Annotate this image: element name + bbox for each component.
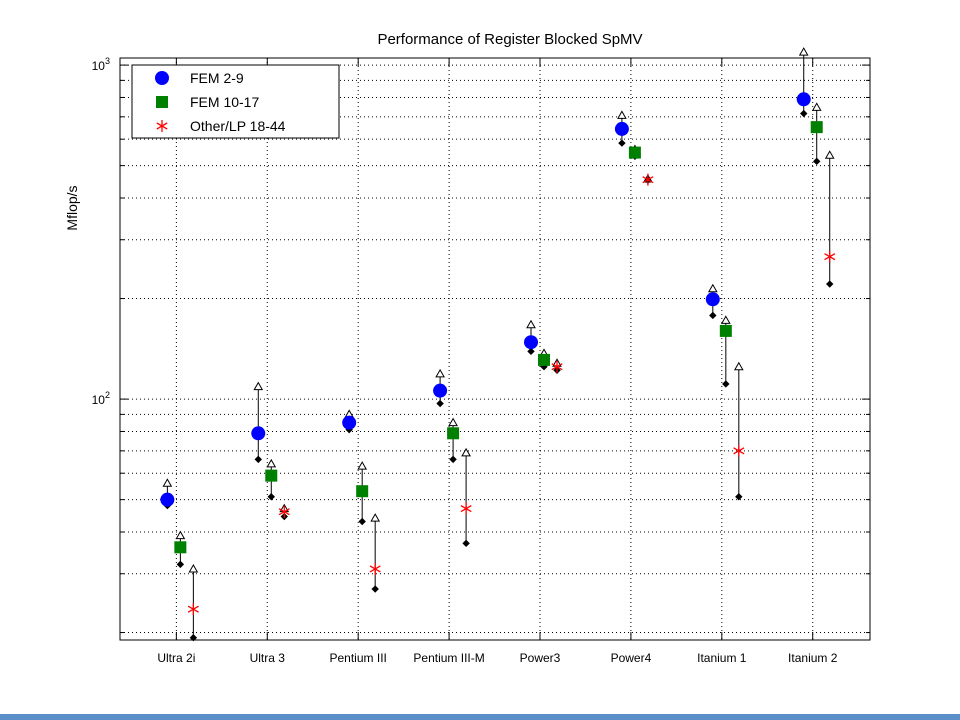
upper-bound-marker <box>448 417 458 427</box>
lower-bound-marker <box>826 280 834 288</box>
upper-bound-marker <box>720 315 731 324</box>
bottom-accent-bar <box>0 714 960 720</box>
upper-bound-marker <box>188 563 199 573</box>
upper-bound-marker <box>824 150 835 159</box>
asterisk-stroke <box>551 363 563 371</box>
x-tick-label: Ultra 2i <box>157 651 195 665</box>
asterisk-stroke <box>156 122 168 130</box>
y-tick-label-base: 10 <box>92 393 106 407</box>
x-tick-label: Itanium 2 <box>788 651 838 665</box>
x-axis-ticks: Ultra 2i Ultra 3 Pentium III Pentium III-M P… <box>157 58 838 665</box>
upper-bound-marker <box>798 47 809 56</box>
data-point-circle <box>614 121 629 136</box>
y-tick-label: 102 <box>92 390 110 407</box>
data-point-square <box>538 353 550 366</box>
data-point-square <box>719 324 732 337</box>
lower-bound-marker <box>267 493 275 501</box>
data-point-circle <box>524 335 538 350</box>
data-point-circle <box>796 92 811 107</box>
upper-bound-marker <box>707 283 718 293</box>
data-point-circle <box>251 426 266 441</box>
lower-bound-marker <box>449 455 457 464</box>
lower-bound-marker <box>358 517 366 526</box>
upper-bound-marker <box>733 361 744 371</box>
lower-bound-marker <box>813 157 821 166</box>
data-point-square <box>356 485 369 498</box>
data-point-asterisk <box>551 360 563 373</box>
chart-title: Performance of Register Blocked SpMV <box>377 31 642 48</box>
asterisk-stroke <box>824 253 836 261</box>
data-point-asterisk <box>824 250 836 263</box>
lower-bound-marker <box>176 560 185 569</box>
lower-bound-marker <box>254 455 262 464</box>
legend: FEM 2-9 FEM 10-17 Other/LP 18-44 <box>131 64 340 139</box>
asterisk-stroke <box>733 447 745 455</box>
lower-bound-marker <box>722 380 730 388</box>
legend-marker-asterisk <box>156 120 168 132</box>
x-tick-label: Pentium III <box>330 651 387 665</box>
legend-marker-circle <box>155 71 169 85</box>
x-tick-label: Pentium III-M <box>413 651 484 665</box>
lower-bound-marker <box>436 399 444 408</box>
upper-bound-marker <box>175 530 186 540</box>
lower-bound-marker <box>800 109 808 118</box>
upper-bound-marker <box>162 478 173 487</box>
data-point-asterisk <box>187 603 199 616</box>
asterisk-stroke <box>369 565 381 573</box>
asterisk-stroke <box>642 176 654 184</box>
plot-frame <box>119 57 871 641</box>
upper-bound-marker <box>253 381 264 391</box>
y-tick-label-base: 10 <box>92 59 106 73</box>
legend-marker-square <box>156 96 168 108</box>
asterisk-stroke <box>278 508 290 516</box>
lower-bound-marker <box>735 493 743 501</box>
lower-bound-marker <box>709 311 717 320</box>
data-point-circle <box>160 492 175 507</box>
upper-bound-marker <box>461 447 471 457</box>
data-point-asterisk <box>642 173 654 186</box>
x-tick-label: Itanium 1 <box>697 651 747 665</box>
data-point-circle <box>433 383 448 398</box>
data-markers <box>160 92 836 616</box>
asterisk-stroke <box>187 605 199 613</box>
data-point-circle <box>342 415 357 430</box>
data-point-square <box>174 541 187 554</box>
upper-bound-marker <box>370 513 381 522</box>
lower-bound-marker <box>527 347 535 356</box>
legend-label: FEM 10-17 <box>190 94 259 110</box>
x-tick-label: Power4 <box>611 651 652 665</box>
y-axis-label: Mflop/s <box>64 185 80 230</box>
x-tick-label: Ultra 3 <box>250 651 286 665</box>
upper-bound-marker <box>266 458 277 468</box>
y-tick-label-exponent: 3 <box>105 56 110 66</box>
data-point-asterisk <box>460 502 472 515</box>
upper-bound-marker <box>617 110 627 119</box>
upper-bound-marker <box>811 102 822 111</box>
data-point-square <box>810 121 823 134</box>
lower-bound-marker <box>462 539 470 548</box>
upper-bound-marker <box>357 461 368 470</box>
lower-bound-marker <box>189 634 198 642</box>
data-point-square <box>447 427 460 440</box>
upper-bound-marker <box>526 319 536 329</box>
data-point-asterisk <box>369 562 381 575</box>
data-point-asterisk <box>278 505 290 518</box>
data-point-square <box>265 469 278 482</box>
data-point-circle <box>705 292 720 307</box>
data-point-square <box>628 146 641 159</box>
x-tick-label: Power3 <box>520 651 561 665</box>
lower-bound-marker <box>618 139 626 147</box>
y-tick-label: 103 <box>92 56 110 73</box>
asterisk-stroke <box>460 505 472 513</box>
legend-label: Other/LP 18-44 <box>190 118 286 134</box>
data-point-asterisk <box>733 444 745 457</box>
upper-bound-marker <box>435 368 445 378</box>
lower-bound-marker <box>371 585 379 593</box>
y-tick-label-exponent: 2 <box>105 390 110 400</box>
legend-label: FEM 2-9 <box>190 70 244 86</box>
